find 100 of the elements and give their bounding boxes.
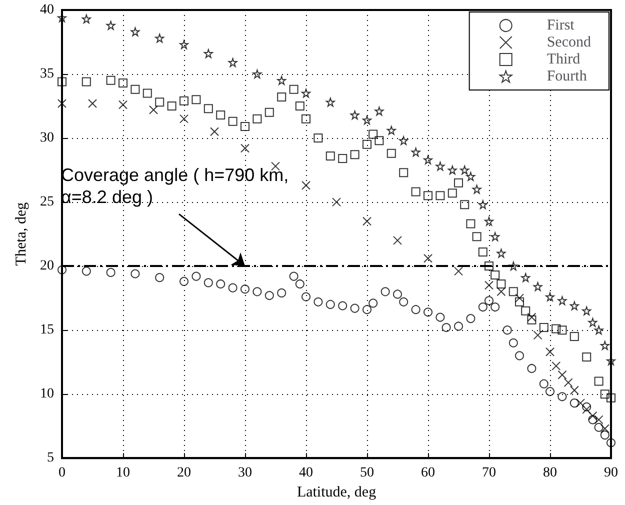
point xyxy=(478,200,488,210)
x-tick-label: 10 xyxy=(116,466,130,481)
x-tick-label: 0 xyxy=(58,466,66,481)
point xyxy=(454,266,463,276)
point xyxy=(192,95,201,104)
point xyxy=(588,411,598,420)
point xyxy=(527,312,536,322)
point xyxy=(277,76,286,85)
point xyxy=(472,184,482,194)
point xyxy=(326,300,335,309)
point xyxy=(58,77,66,86)
point xyxy=(393,290,402,299)
point xyxy=(180,96,188,106)
point xyxy=(594,326,604,335)
point xyxy=(380,287,390,296)
point xyxy=(558,326,567,335)
point xyxy=(600,430,610,440)
x-tick-label: 70 xyxy=(482,466,496,481)
point xyxy=(326,151,335,160)
point xyxy=(88,98,97,108)
y-tick-label: 15 xyxy=(40,322,54,338)
point xyxy=(594,422,604,432)
point xyxy=(155,98,164,107)
point xyxy=(350,304,360,313)
point xyxy=(338,154,348,164)
point xyxy=(521,306,530,316)
point xyxy=(490,270,500,280)
point xyxy=(277,92,286,102)
point xyxy=(600,424,610,434)
point xyxy=(484,262,494,271)
point xyxy=(588,318,598,327)
point xyxy=(600,340,610,350)
point xyxy=(180,40,188,50)
x-tick-label: 40 xyxy=(299,466,313,481)
y-tick-label: 20 xyxy=(40,258,54,274)
point xyxy=(362,216,372,226)
y-axis-title: Theta, deg xyxy=(14,202,30,266)
point xyxy=(478,247,488,256)
y-tick-label: 25 xyxy=(40,194,54,210)
point xyxy=(490,232,500,242)
point xyxy=(552,361,561,370)
point xyxy=(558,392,567,402)
point xyxy=(539,323,548,332)
point xyxy=(496,279,506,288)
point xyxy=(180,114,188,124)
point xyxy=(314,297,323,306)
point xyxy=(490,302,500,312)
point xyxy=(546,387,554,396)
point xyxy=(466,172,476,181)
point xyxy=(82,14,91,24)
point xyxy=(508,287,518,296)
point xyxy=(58,265,66,274)
point xyxy=(454,178,463,188)
point xyxy=(228,283,238,292)
point xyxy=(332,198,341,207)
point xyxy=(496,287,506,296)
x-tick-label: 20 xyxy=(177,466,191,481)
legend-label: Third xyxy=(546,52,581,68)
point xyxy=(472,232,482,242)
point xyxy=(411,148,420,157)
point xyxy=(167,102,176,111)
point xyxy=(58,98,66,108)
point xyxy=(204,104,213,114)
point xyxy=(582,306,592,316)
point xyxy=(399,136,408,146)
point xyxy=(240,284,250,294)
point xyxy=(582,404,592,414)
y-tick-label: 35 xyxy=(40,66,54,82)
point xyxy=(155,273,164,282)
point xyxy=(295,279,304,288)
y-tick-label: 10 xyxy=(40,386,54,402)
point xyxy=(558,370,567,380)
point xyxy=(289,84,298,94)
point xyxy=(180,276,188,286)
point xyxy=(527,315,536,324)
point xyxy=(326,98,335,107)
point xyxy=(576,398,585,408)
point xyxy=(436,312,445,322)
point xyxy=(368,298,378,308)
point xyxy=(118,78,128,88)
point xyxy=(350,150,360,160)
point xyxy=(368,130,378,139)
point xyxy=(564,378,573,388)
point xyxy=(264,291,274,300)
point xyxy=(454,322,463,331)
point xyxy=(130,269,140,278)
point xyxy=(374,106,384,116)
x-axis-title: Latitude, deg xyxy=(296,484,377,500)
point xyxy=(386,148,396,158)
point xyxy=(118,100,128,110)
point xyxy=(588,415,598,424)
point xyxy=(424,191,432,200)
point xyxy=(295,102,304,111)
point xyxy=(252,114,262,124)
point xyxy=(264,108,274,117)
point xyxy=(515,351,524,360)
point xyxy=(338,301,348,310)
point xyxy=(399,297,408,306)
point xyxy=(533,282,542,292)
point xyxy=(442,323,451,332)
